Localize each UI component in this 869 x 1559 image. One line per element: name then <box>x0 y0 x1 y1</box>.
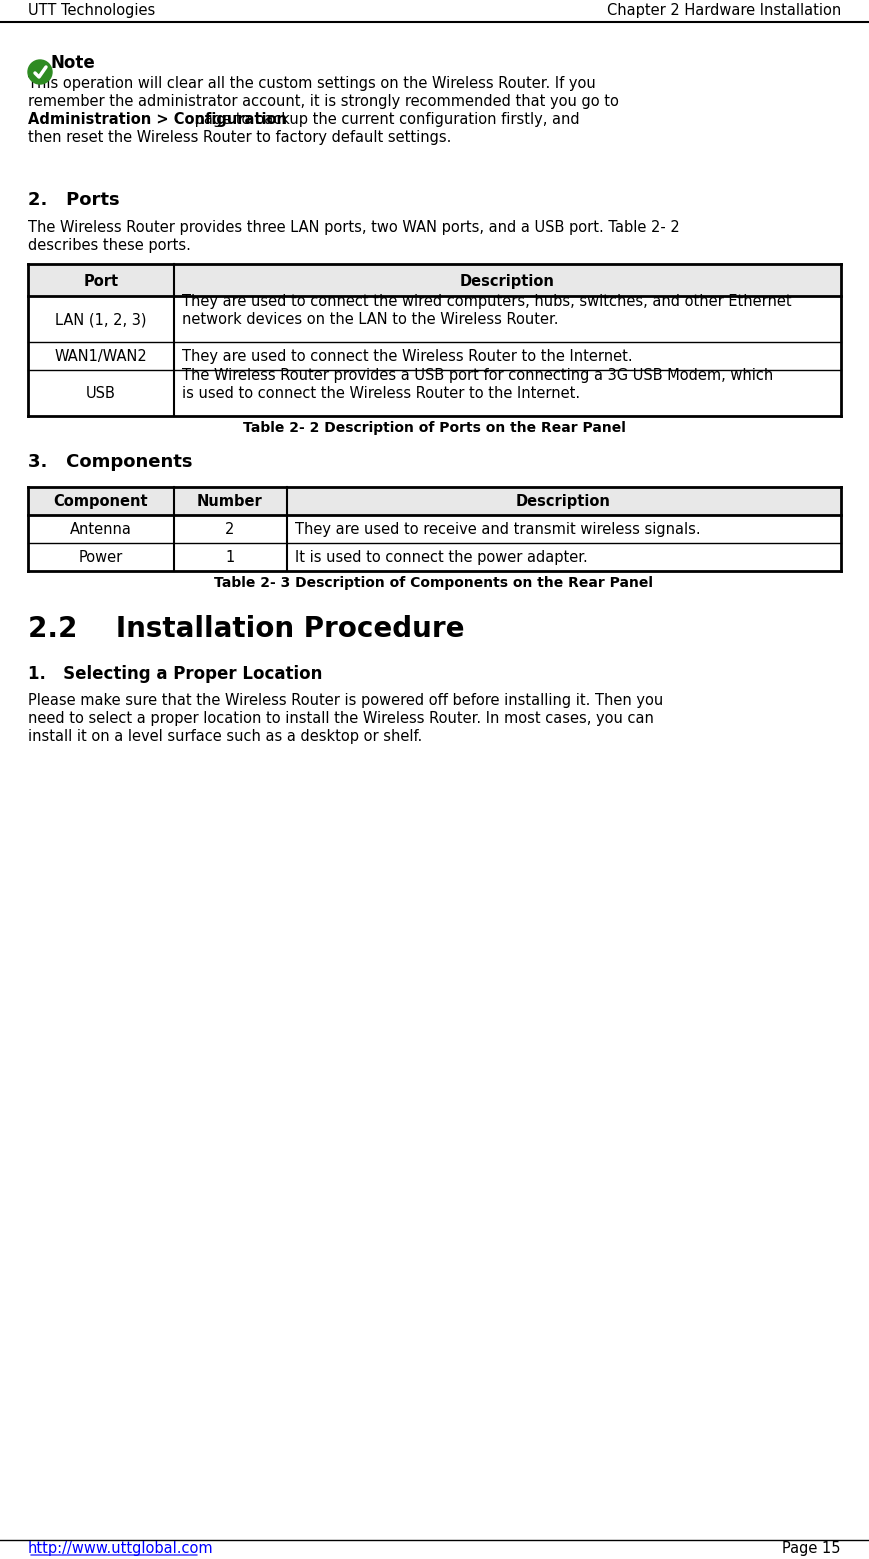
Text: page to backup the current configuration firstly, and: page to backup the current configuration… <box>190 112 580 126</box>
Text: They are used to connect the wired computers, hubs, switches, and other Ethernet: They are used to connect the wired compu… <box>182 295 792 309</box>
Text: Administration > Configuration: Administration > Configuration <box>28 112 287 126</box>
Text: Note: Note <box>50 55 95 72</box>
Text: It is used to connect the power adapter.: It is used to connect the power adapter. <box>295 550 587 564</box>
Bar <box>28 263 841 296</box>
Bar <box>28 486 841 514</box>
Text: 2: 2 <box>225 522 235 536</box>
Text: Description: Description <box>460 274 554 288</box>
Text: Component: Component <box>54 494 149 508</box>
Text: Page 15: Page 15 <box>782 1540 841 1556</box>
Circle shape <box>28 59 52 84</box>
Text: http://www.uttglobal.com: http://www.uttglobal.com <box>28 1540 214 1556</box>
Text: Antenna: Antenna <box>70 522 132 536</box>
Text: This operation will clear all the custom settings on the Wireless Router. If you: This operation will clear all the custom… <box>28 76 596 90</box>
Text: Description: Description <box>515 494 610 508</box>
Text: 2.2    Installation Procedure: 2.2 Installation Procedure <box>28 614 465 642</box>
Text: is used to connect the Wireless Router to the Internet.: is used to connect the Wireless Router t… <box>182 387 580 401</box>
Text: They are used to receive and transmit wireless signals.: They are used to receive and transmit wi… <box>295 522 700 536</box>
Text: The Wireless Router provides three LAN ports, two WAN ports, and a USB port. Tab: The Wireless Router provides three LAN p… <box>28 220 680 235</box>
Text: need to select a proper location to install the Wireless Router. In most cases, : need to select a proper location to inst… <box>28 711 653 726</box>
Text: Table 2- 2 Description of Ports on the Rear Panel: Table 2- 2 Description of Ports on the R… <box>242 421 626 435</box>
Text: Table 2- 3 Description of Components on the Rear Panel: Table 2- 3 Description of Components on … <box>215 575 653 589</box>
Text: Port: Port <box>83 274 118 288</box>
Text: Number: Number <box>197 494 263 508</box>
Text: 1.   Selecting a Proper Location: 1. Selecting a Proper Location <box>28 666 322 683</box>
Text: UTT Technologies: UTT Technologies <box>28 3 156 19</box>
Text: They are used to connect the Wireless Router to the Internet.: They are used to connect the Wireless Ro… <box>182 349 633 363</box>
Text: install it on a level surface such as a desktop or shelf.: install it on a level surface such as a … <box>28 730 422 744</box>
Text: WAN1/WAN2: WAN1/WAN2 <box>55 349 148 363</box>
Text: USB: USB <box>86 387 116 401</box>
Text: 3.   Components: 3. Components <box>28 454 193 471</box>
Text: then reset the Wireless Router to factory default settings.: then reset the Wireless Router to factor… <box>28 129 451 145</box>
Text: Power: Power <box>79 550 123 564</box>
Text: 1: 1 <box>225 550 235 564</box>
Text: The Wireless Router provides a USB port for connecting a 3G USB Modem, which: The Wireless Router provides a USB port … <box>182 368 773 384</box>
Text: network devices on the LAN to the Wireless Router.: network devices on the LAN to the Wirele… <box>182 312 559 327</box>
Text: remember the administrator account, it is strongly recommended that you go to: remember the administrator account, it i… <box>28 94 619 109</box>
Text: Chapter 2 Hardware Installation: Chapter 2 Hardware Installation <box>607 3 841 19</box>
Text: Please make sure that the Wireless Router is powered off before installing it. T: Please make sure that the Wireless Route… <box>28 694 663 708</box>
Text: describes these ports.: describes these ports. <box>28 239 191 253</box>
Text: 2.   Ports: 2. Ports <box>28 192 120 209</box>
Text: LAN (1, 2, 3): LAN (1, 2, 3) <box>56 312 147 327</box>
